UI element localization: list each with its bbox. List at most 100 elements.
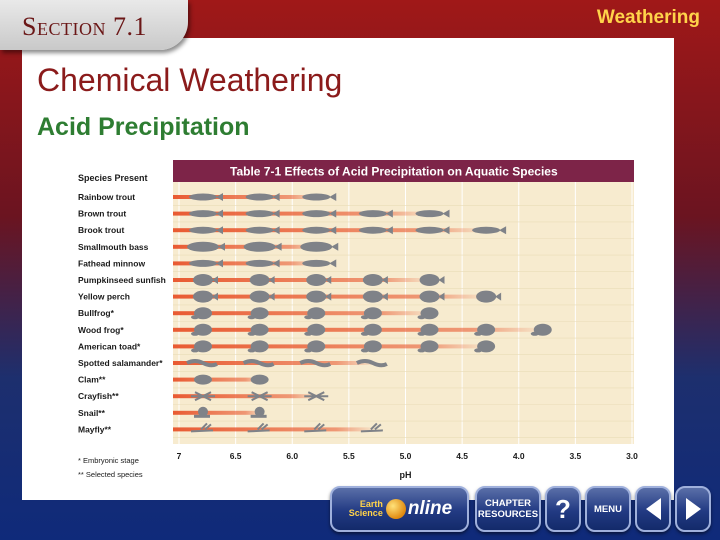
fish-tail-icon xyxy=(329,193,337,201)
species-label: Wood frog* xyxy=(78,325,124,335)
tolerance-bar xyxy=(173,427,377,432)
species-label: Bullfrog* xyxy=(78,308,115,318)
tolerance-bar xyxy=(173,361,377,365)
fish-tail-icon xyxy=(272,226,280,235)
fish-icon xyxy=(187,241,219,252)
help-button[interactable]: ? xyxy=(545,486,581,532)
fish-tail-icon xyxy=(216,226,223,235)
x-tick-label: 4.5 xyxy=(456,451,468,461)
species-label: American toad* xyxy=(78,341,141,351)
fish-tail-icon xyxy=(272,259,280,268)
crayfish-icon xyxy=(191,391,215,402)
tolerance-bar xyxy=(173,377,264,382)
frog-leg-icon xyxy=(247,315,256,320)
frog-icon xyxy=(533,323,552,336)
fish-icon xyxy=(189,193,217,201)
frog-icon xyxy=(194,340,212,353)
topic-label: Weathering xyxy=(596,7,700,28)
fish-tail-icon xyxy=(216,259,223,268)
frog-icon xyxy=(194,307,212,320)
sunfish-icon xyxy=(249,274,270,286)
mayfly-icon xyxy=(304,422,327,433)
fish-tail-icon xyxy=(442,209,450,218)
slide-title: Chemical Weathering xyxy=(37,62,343,98)
earth-science-online-button[interactable]: Earth Science nline xyxy=(330,486,469,532)
tolerance-bar xyxy=(173,394,321,399)
frog-icon xyxy=(307,323,326,336)
sunfish-icon xyxy=(306,290,327,303)
species-label: Crayfish** xyxy=(78,391,119,401)
frog-icon xyxy=(250,307,269,320)
clam-icon xyxy=(250,374,269,385)
x-tick-label: 3.0 xyxy=(626,451,638,461)
snail-foot-icon xyxy=(194,414,210,418)
frog-leg-icon xyxy=(417,331,426,336)
table-title: Table 7-1 Effects of Acid Precipitation … xyxy=(230,165,558,179)
fish-tail-icon xyxy=(442,226,450,235)
fish-icon xyxy=(243,241,276,252)
acid-precipitation-table: Table 7-1 Effects of Acid Precipitation … xyxy=(73,157,643,483)
fish-icon xyxy=(415,226,444,234)
frog-leg-icon xyxy=(530,331,539,336)
frog-leg-icon xyxy=(474,331,483,336)
species-header: Species Present xyxy=(78,173,148,183)
mayfly-icon xyxy=(190,422,214,433)
fish-tail-icon xyxy=(272,193,280,201)
fish-tail-icon xyxy=(274,242,282,251)
tolerance-bar xyxy=(173,278,434,282)
x-tick-label: 3.5 xyxy=(569,451,581,461)
menu-button[interactable]: MENU xyxy=(585,486,631,532)
frog-icon xyxy=(420,340,439,353)
next-button[interactable] xyxy=(675,486,711,532)
frog-icon xyxy=(307,340,326,353)
clam-icon xyxy=(194,374,212,385)
fish-tail-icon xyxy=(268,276,275,284)
species-label: Fathead minnow xyxy=(78,258,145,268)
frog-icon xyxy=(477,340,496,353)
chapter-resources-button[interactable]: CHAPTER RESOURCES xyxy=(475,486,541,532)
table-figure: Table 7-1 Effects of Acid Precipitation … xyxy=(78,160,638,480)
fish-tail-icon xyxy=(325,276,332,284)
fish-tail-icon xyxy=(212,276,218,284)
frog-leg-icon xyxy=(417,315,426,320)
sunfish-icon xyxy=(362,290,383,303)
sunfish-icon xyxy=(419,274,440,286)
footnote-selected: ** Selected species xyxy=(78,470,143,479)
snail-icon xyxy=(198,406,208,417)
frog-icon xyxy=(363,340,382,353)
frog-leg-icon xyxy=(247,331,256,336)
fish-icon xyxy=(302,210,331,218)
fish-icon xyxy=(189,210,217,218)
previous-button[interactable] xyxy=(635,486,671,532)
fish-icon xyxy=(472,226,501,234)
frog-leg-icon xyxy=(191,331,199,336)
crayfish-icon xyxy=(304,391,329,402)
fish-tail-icon xyxy=(495,292,502,301)
mayfly-icon xyxy=(247,422,270,433)
fish-tail-icon xyxy=(218,242,225,251)
fish-icon xyxy=(245,259,274,267)
tolerance-bar xyxy=(173,327,547,332)
sunfish-icon xyxy=(306,274,327,286)
section-tab: Section 7.1 xyxy=(0,0,188,50)
fish-tail-icon xyxy=(329,226,337,235)
table-panel xyxy=(173,160,634,444)
bottom-navigation: Earth Science nline CHAPTER RESOURCES ? … xyxy=(330,486,715,534)
crayfish-icon xyxy=(247,391,272,402)
frog-leg-icon xyxy=(191,315,199,320)
slide-subtitle: Acid Precipitation xyxy=(37,113,250,141)
fish-icon xyxy=(189,226,217,234)
fish-icon xyxy=(302,259,331,267)
left-arrow-icon xyxy=(645,498,661,520)
frog-icon xyxy=(250,323,269,336)
frog-leg-icon xyxy=(474,348,483,353)
species-label: Yellow perch xyxy=(78,292,130,302)
species-label: Spotted salamander* xyxy=(78,358,163,368)
species-label: Brook trout xyxy=(78,225,124,235)
table-title-bar xyxy=(173,160,634,182)
fish-tail-icon xyxy=(216,193,223,201)
frog-icon xyxy=(420,307,439,320)
frog-leg-icon xyxy=(304,331,313,336)
fish-tail-icon xyxy=(212,292,218,301)
tolerance-bar xyxy=(173,344,491,349)
